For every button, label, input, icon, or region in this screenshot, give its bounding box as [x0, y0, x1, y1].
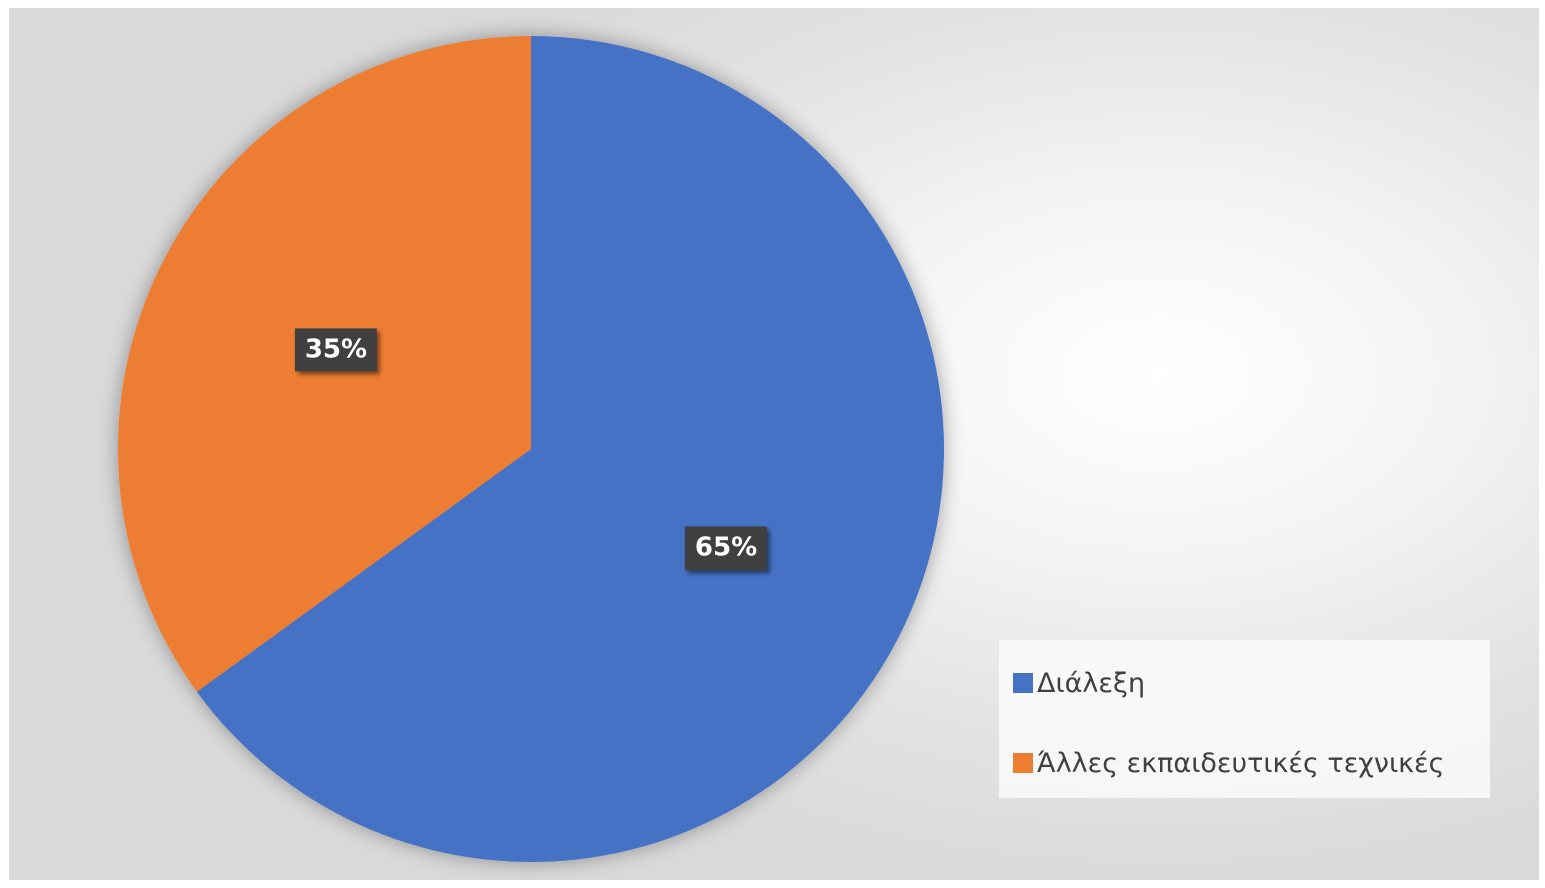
chart-area: 65% 35% Διάλεξη Άλλες εκπαιδευτικές τεχνι… [9, 8, 1539, 880]
legend-item-other-techniques: Άλλες εκπαιδευτικές τεχνικές [1013, 744, 1490, 782]
legend-swatch [1013, 673, 1033, 693]
legend-label: Διάλεξη [1037, 668, 1145, 699]
data-label-1: 35% [295, 328, 377, 371]
legend-label: Άλλες εκπαιδευτικές τεχνικές [1037, 748, 1444, 779]
legend: Διάλεξη Άλλες εκπαιδευτικές τεχνικές [999, 640, 1490, 798]
legend-swatch [1013, 753, 1033, 773]
legend-item-lecture: Διάλεξη [1013, 664, 1490, 702]
data-label-0: 65% [685, 527, 767, 570]
